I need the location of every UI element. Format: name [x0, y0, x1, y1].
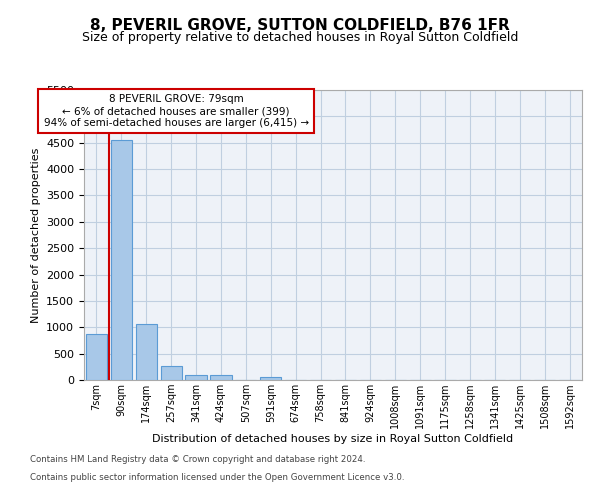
Bar: [161, 366, 182, 380]
Bar: [211, 376, 232, 380]
Bar: [260, 377, 281, 380]
Y-axis label: Number of detached properties: Number of detached properties: [31, 148, 41, 322]
Text: Size of property relative to detached houses in Royal Sutton Coldfield: Size of property relative to detached ho…: [82, 31, 518, 44]
Text: Contains public sector information licensed under the Open Government Licence v3: Contains public sector information licen…: [30, 472, 404, 482]
Text: 8 PEVERIL GROVE: 79sqm
← 6% of detached houses are smaller (399)
94% of semi-det: 8 PEVERIL GROVE: 79sqm ← 6% of detached …: [44, 94, 308, 128]
Bar: [136, 324, 157, 380]
Text: Contains HM Land Registry data © Crown copyright and database right 2024.: Contains HM Land Registry data © Crown c…: [30, 455, 365, 464]
Bar: [111, 140, 132, 380]
Bar: [86, 334, 107, 380]
Bar: [185, 376, 206, 380]
Text: 8, PEVERIL GROVE, SUTTON COLDFIELD, B76 1FR: 8, PEVERIL GROVE, SUTTON COLDFIELD, B76 …: [90, 18, 510, 32]
X-axis label: Distribution of detached houses by size in Royal Sutton Coldfield: Distribution of detached houses by size …: [152, 434, 514, 444]
